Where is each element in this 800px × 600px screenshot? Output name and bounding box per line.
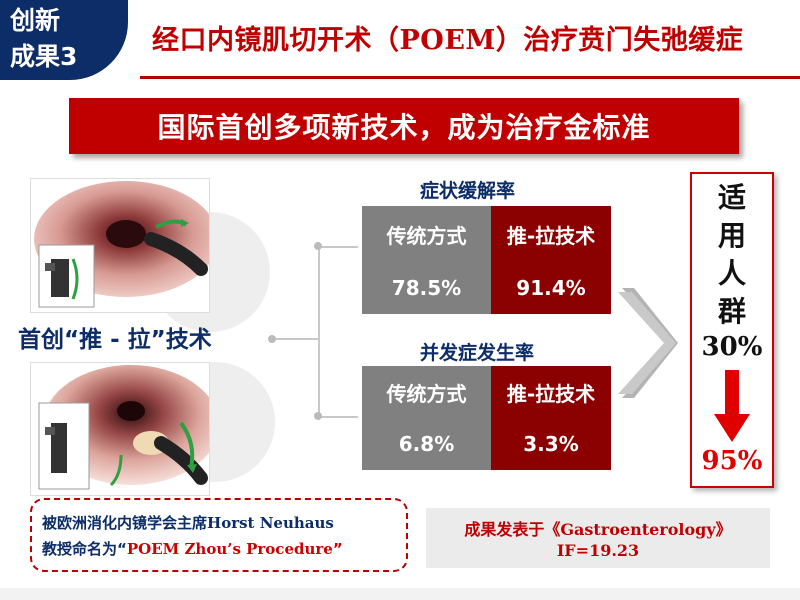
endoscopy-image-pull bbox=[30, 362, 210, 496]
symptom-table-title: 症状缓解率 bbox=[420, 180, 516, 202]
bracket-vertical bbox=[318, 246, 320, 418]
connector-dot bbox=[268, 335, 276, 343]
applicable-population-box: 适 用 人 群 30% 95% bbox=[690, 172, 774, 488]
bracket-bottom bbox=[318, 416, 358, 418]
complication-table-title: 并发症发生率 bbox=[420, 342, 535, 364]
footer-bar bbox=[0, 588, 800, 600]
note-line2-cn: 教授命名为“ bbox=[42, 540, 127, 558]
note-line1-en: Horst Neuhaus bbox=[207, 514, 334, 532]
note-line-2: 教授命名为“POEM Zhou’s Procedure” bbox=[42, 538, 343, 559]
applicable-to-percent: 95% bbox=[701, 446, 763, 476]
page-title: 经口内镜肌切开术（POEM）治疗贲门失弛缓症 bbox=[152, 18, 743, 57]
applicable-from-percent: 30% bbox=[701, 332, 763, 362]
push-pull-technique-label: 首创“推 - 拉”技术 bbox=[18, 327, 212, 353]
connector-line bbox=[272, 338, 318, 340]
publication-box: 成果发表于《Gastroenterology》 IF=19.23 bbox=[426, 508, 770, 568]
title-underline bbox=[140, 76, 800, 79]
symptom-value-pushpull: 91.4% bbox=[491, 262, 611, 314]
banner-text: 国际首创多项新技术，成为治疗金标准 bbox=[157, 111, 651, 144]
pub-line1-end: 》 bbox=[715, 520, 732, 539]
note-line2-en: POEM Zhou’s Procedure bbox=[126, 540, 333, 558]
note-line1-cn: 被欧洲消化内镜学会主席 bbox=[42, 514, 208, 532]
complication-value-traditional: 6.8% bbox=[362, 418, 491, 470]
subtitle-banner: 国际首创多项新技术，成为治疗金标准 bbox=[69, 98, 739, 154]
bracket-dot-bottom bbox=[314, 412, 322, 420]
complication-header-pushpull: 推-拉技术 bbox=[491, 366, 611, 418]
symptom-header-pushpull: 推-拉技术 bbox=[491, 206, 611, 262]
title-prefix: 经口内镜肌切开术（ bbox=[152, 25, 400, 56]
symptom-header-traditional: 传统方式 bbox=[362, 206, 491, 262]
arrow-down-icon bbox=[714, 370, 750, 442]
note-line2-end: ” bbox=[332, 540, 343, 558]
badge-line-2: 成果3 bbox=[10, 42, 78, 71]
badge-line-1: 创新 bbox=[10, 6, 61, 35]
bracket-dot-top bbox=[314, 242, 322, 250]
applicable-char-2: 用 bbox=[717, 219, 746, 252]
endoscopy-image-push bbox=[30, 178, 210, 313]
bracket-top bbox=[318, 246, 358, 248]
pub-line1-cn: 成果发表于《 bbox=[464, 520, 561, 539]
applicable-char-3: 人 bbox=[717, 257, 746, 290]
complication-value-pushpull: 3.3% bbox=[491, 418, 611, 470]
publication-line-1: 成果发表于《Gastroenterology》 bbox=[426, 516, 770, 540]
section-badge bbox=[0, 0, 128, 80]
chevron-right-icon bbox=[618, 288, 678, 398]
note-line-1: 被欧洲消化内镜学会主席Horst Neuhaus bbox=[42, 512, 334, 533]
title-en: POEM bbox=[399, 25, 496, 56]
naming-note: 被欧洲消化内镜学会主席Horst Neuhaus 教授命名为“POEM Zhou… bbox=[30, 498, 408, 572]
title-suffix: ）治疗贲门失弛缓症 bbox=[495, 25, 744, 56]
impact-factor: IF=19.23 bbox=[556, 541, 640, 560]
applicable-char-4: 群 bbox=[717, 295, 746, 328]
symptom-value-traditional: 78.5% bbox=[362, 262, 491, 314]
complication-header-traditional: 传统方式 bbox=[362, 366, 491, 418]
applicable-char-1: 适 bbox=[717, 181, 746, 214]
pub-journal: Gastroenterology bbox=[560, 520, 716, 539]
